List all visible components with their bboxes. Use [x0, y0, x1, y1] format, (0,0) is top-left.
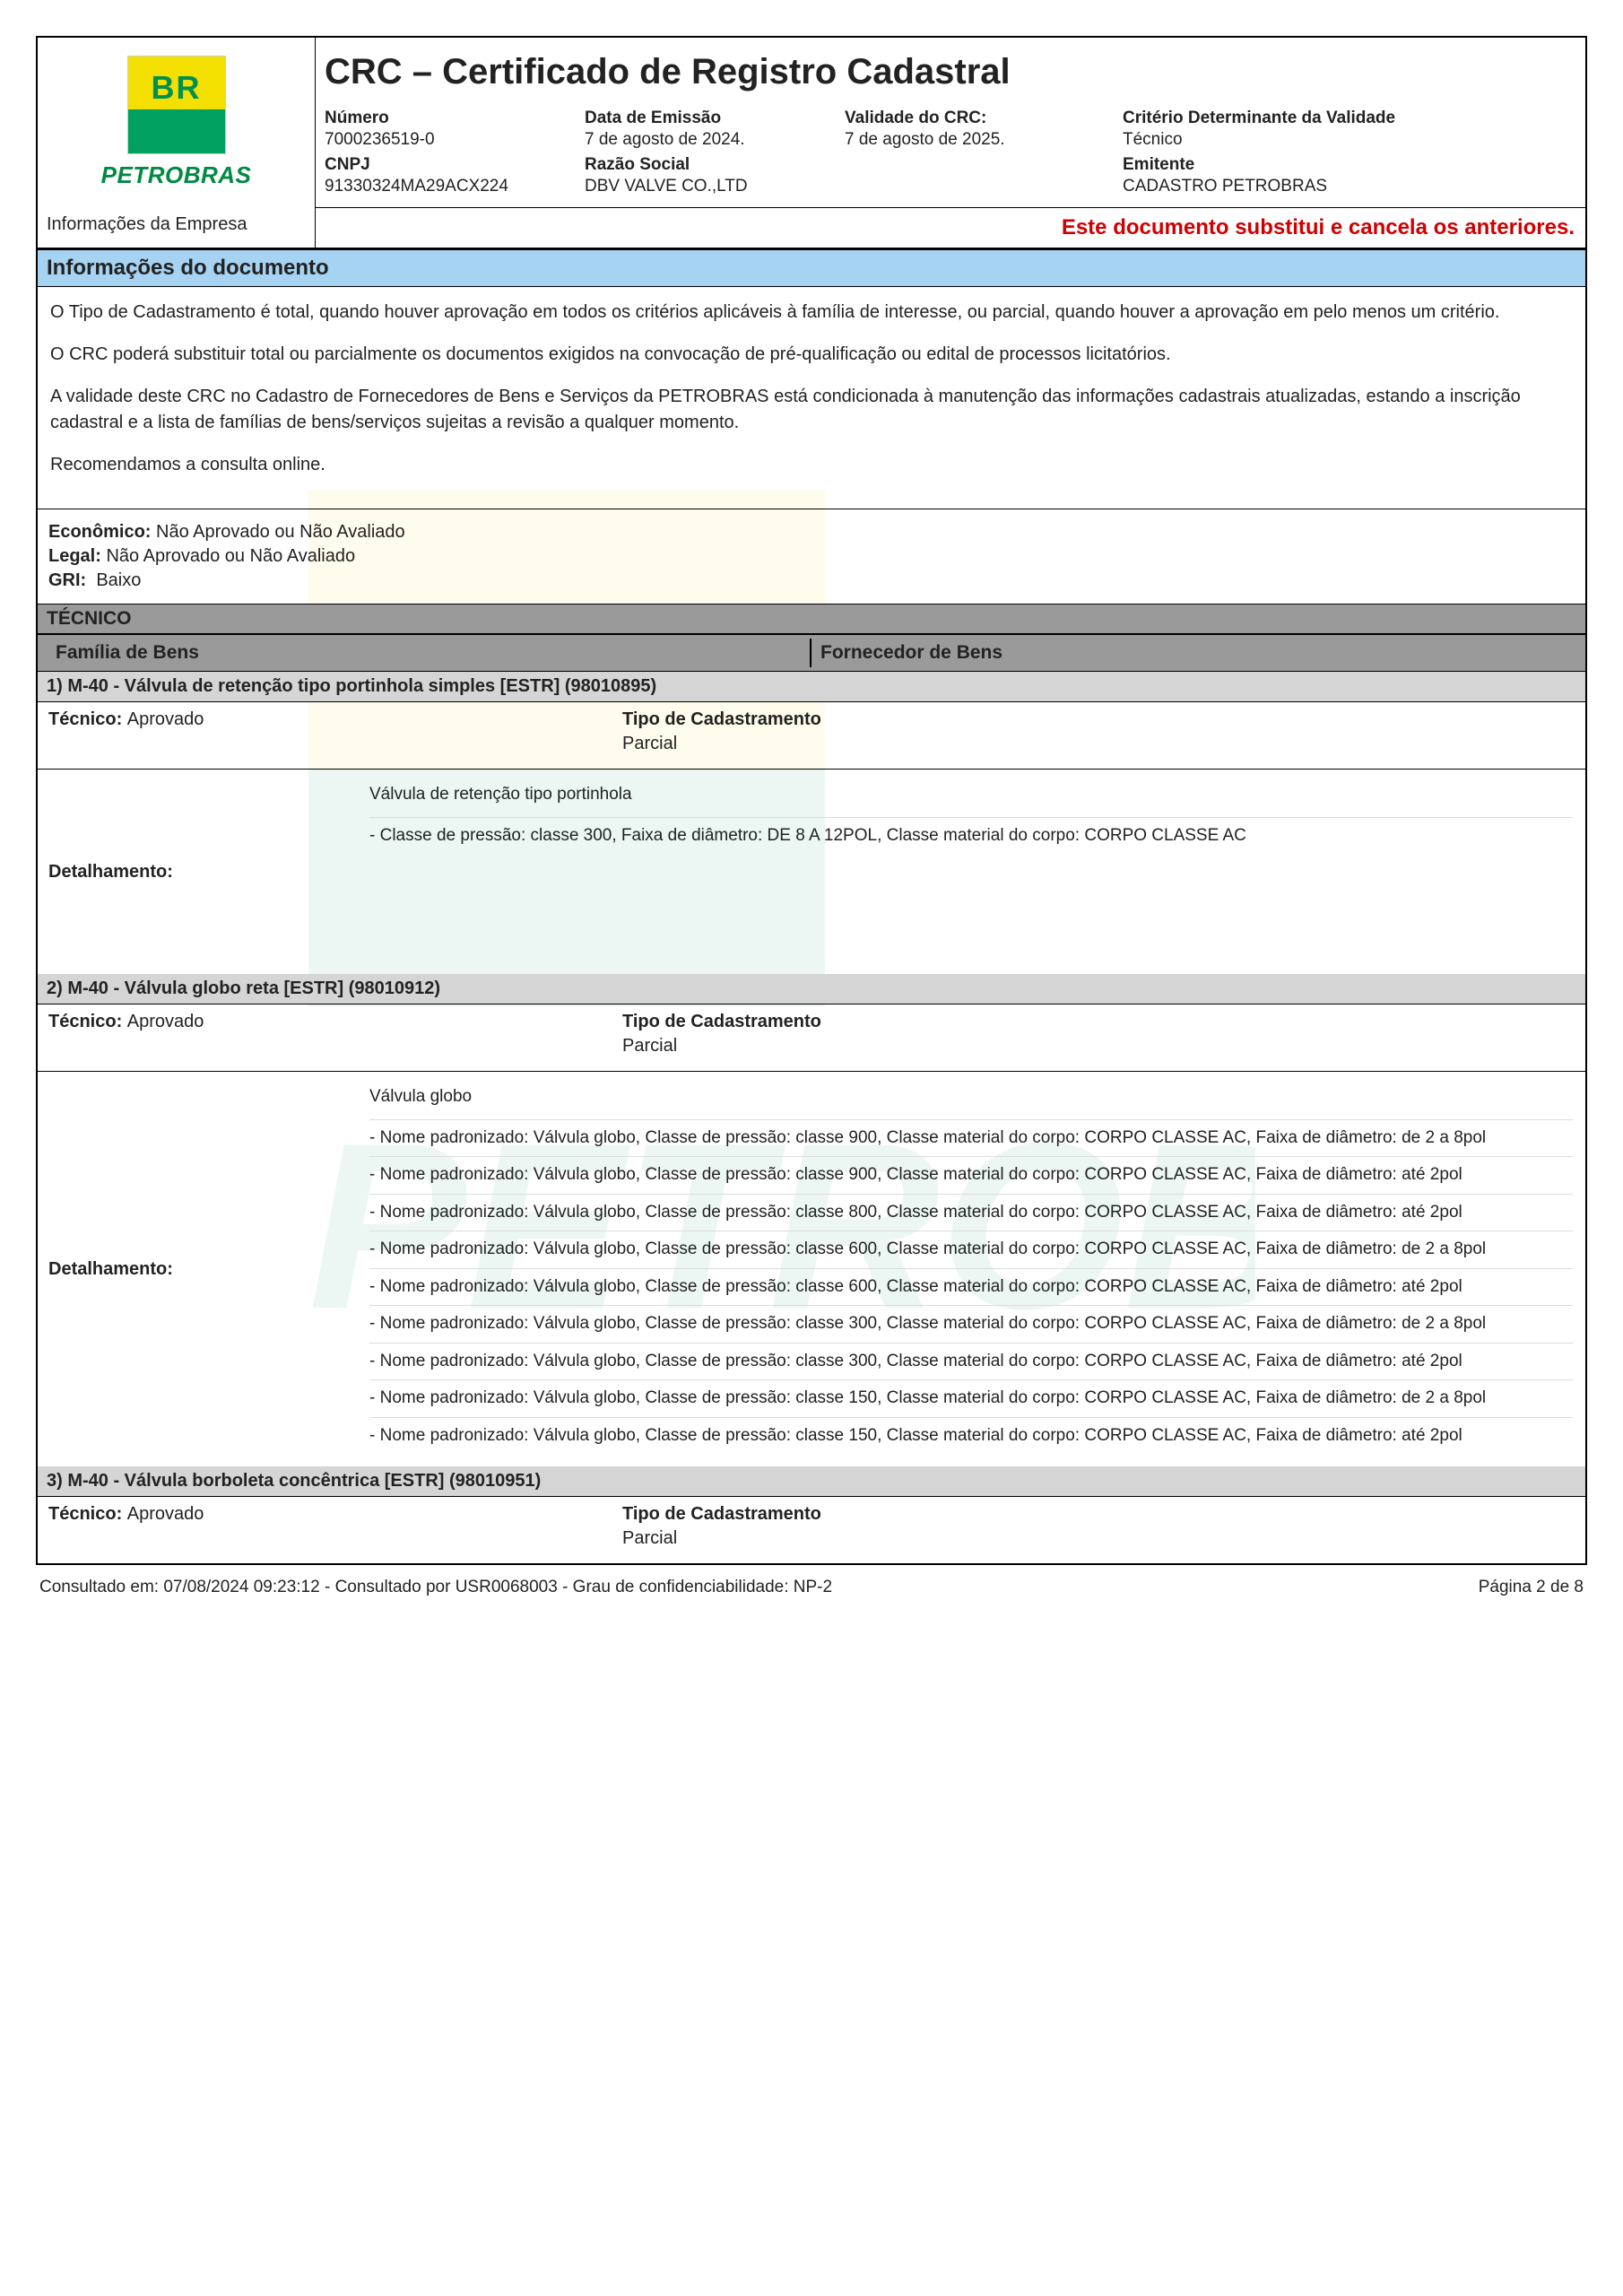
tecnico-value: Aprovado	[127, 709, 204, 729]
tecnico-value: Aprovado	[127, 1012, 204, 1031]
razao-value: DBV VALVE CO.,LTD	[585, 177, 836, 196]
detail-line: - Nome padronizado: Válvula globo, Class…	[369, 1379, 1573, 1417]
numero-label: Número	[325, 109, 576, 128]
tecnico-label: Técnico:	[48, 1012, 127, 1031]
item-head: Técnico: Aprovado Tipo de Cadastramento	[38, 1004, 1585, 1032]
numero-value: 7000236519-0	[325, 130, 576, 150]
para-3: A validade deste CRC no Cadastro de Forn…	[50, 384, 1573, 436]
page-frame: BR PETROBRAS Informações da Empresa CRC …	[36, 36, 1587, 1565]
data-value: 7 de agosto de 2024.	[585, 130, 836, 150]
detail-grid: Detalhamento:Válvula globo - Nome padron…	[38, 1071, 1585, 1466]
logo-icon: BR	[127, 56, 226, 154]
detalhamento-label: Detalhamento:	[38, 1072, 369, 1466]
cnpj-value: 91330324MA29ACX224	[325, 177, 576, 196]
header: BR PETROBRAS Informações da Empresa CRC …	[38, 38, 1585, 248]
familia-fornecedor-bar: Família de Bens Fornecedor de Bens	[38, 634, 1585, 672]
item-title-bar: 1) M-40 - Válvula de retenção tipo porti…	[38, 672, 1585, 702]
detail-line: - Nome padronizado: Válvula globo, Class…	[369, 1231, 1573, 1268]
footer: Consultado em: 07/08/2024 09:23:12 - Con…	[36, 1565, 1587, 1597]
emitente-value: CADASTRO PETROBRAS	[1123, 177, 1576, 196]
detail-body: Válvula de retenção tipo portinhola - Cla…	[369, 770, 1585, 974]
detalhamento-label: Detalhamento:	[38, 770, 369, 974]
tipo-value: Parcial	[622, 1032, 1575, 1057]
footer-right: Página 2 de 8	[1479, 1578, 1584, 1597]
para-1: O Tipo de Cadastramento é total, quando …	[50, 300, 1573, 326]
tecnico-bar: TÉCNICO	[38, 604, 1585, 634]
detail-line: - Nome padronizado: Válvula globo, Class…	[369, 1417, 1573, 1455]
footer-left: Consultado em: 07/08/2024 09:23:12 - Con…	[39, 1578, 832, 1597]
gri-value: Baixo	[96, 570, 141, 590]
detail-line: - Nome padronizado: Válvula globo, Class…	[369, 1268, 1573, 1306]
validade-value: 7 de agosto de 2025.	[845, 130, 1114, 150]
razao-label: Razão Social	[585, 155, 836, 175]
data-label: Data de Emissão	[585, 109, 836, 128]
detail-line: - Nome padronizado: Válvula globo, Class…	[369, 1156, 1573, 1194]
detail-intro: Válvula globo	[369, 1084, 1573, 1110]
criterio-label: Critério Determinante da Validade	[1123, 109, 1576, 128]
logo-name: PETROBRAS	[101, 161, 252, 189]
detail-line: - Nome padronizado: Válvula globo, Class…	[369, 1343, 1573, 1380]
tecnico-label: Técnico:	[48, 1504, 127, 1524]
detail-intro: Válvula de retenção tipo portinhola	[369, 782, 1573, 808]
detail-grid: Detalhamento:Válvula de retenção tipo po…	[38, 769, 1585, 974]
item-head: Técnico: Aprovado Tipo de Cadastramento	[38, 702, 1585, 730]
cnpj-label: CNPJ	[325, 155, 576, 175]
economico-label: Econômico:	[48, 522, 151, 542]
logo-cell: BR PETROBRAS	[38, 38, 316, 198]
economico-value: Não Aprovado ou Não Avaliado	[156, 522, 405, 542]
tipo-value: Parcial	[622, 730, 1575, 754]
gri-label: GRI:	[48, 570, 86, 590]
detail-body: Válvula globo - Nome padronizado: Válvul…	[369, 1072, 1585, 1466]
validade-label: Validade do CRC:	[845, 109, 1114, 128]
section-informacoes: Informações do documento	[38, 248, 1585, 287]
tipo-label: Tipo de Cadastramento	[622, 1012, 1575, 1032]
tipo-label: Tipo de Cadastramento	[622, 1504, 1575, 1525]
para-4: Recomendamos a consulta online.	[50, 452, 1573, 478]
tecnico-value: Aprovado	[127, 1504, 204, 1524]
replace-notice: Este documento substitui e cancela os an…	[316, 207, 1585, 248]
item-title-bar: 3) M-40 - Válvula borboleta concêntrica …	[38, 1466, 1585, 1497]
tipo-label: Tipo de Cadastramento	[622, 709, 1575, 730]
header-right: CRC – Certificado de Registro Cadastral …	[316, 38, 1585, 248]
fornecedor-bens-label: Fornecedor de Bens	[812, 639, 1576, 667]
familia-bens-label: Família de Bens	[47, 639, 812, 667]
page-title: CRC – Certificado de Registro Cadastral	[325, 52, 1576, 92]
tipo-value: Parcial	[622, 1525, 1575, 1549]
info-empresa-label: Informações da Empresa	[38, 198, 316, 248]
emitente-label: Emitente	[1123, 155, 1576, 175]
detail-line: - Nome padronizado: Válvula globo, Class…	[369, 1194, 1573, 1231]
detail-line: - Nome padronizado: Válvula globo, Class…	[369, 1119, 1573, 1157]
legal-value: Não Aprovado ou Não Avaliado	[106, 546, 355, 566]
tecnico-label: Técnico:	[48, 709, 127, 729]
criterio-value: Técnico	[1123, 130, 1576, 150]
body-text: O Tipo de Cadastramento é total, quando …	[38, 287, 1585, 509]
detail-line: - Nome padronizado: Válvula globo, Class…	[369, 1305, 1573, 1343]
item-title-bar: 2) M-40 - Válvula globo reta [ESTR] (980…	[38, 974, 1585, 1004]
logo-text-br: BR	[128, 69, 225, 107]
detail-line: - Classe de pressão: classe 300, Faixa d…	[369, 817, 1573, 855]
item-head: Técnico: Aprovado Tipo de Cadastramento	[38, 1497, 1585, 1525]
para-2: O CRC poderá substituir total ou parcial…	[50, 342, 1573, 368]
status-block: Econômico: Não Aprovado ou Não Avaliado …	[38, 509, 1585, 604]
legal-label: Legal:	[48, 546, 101, 566]
